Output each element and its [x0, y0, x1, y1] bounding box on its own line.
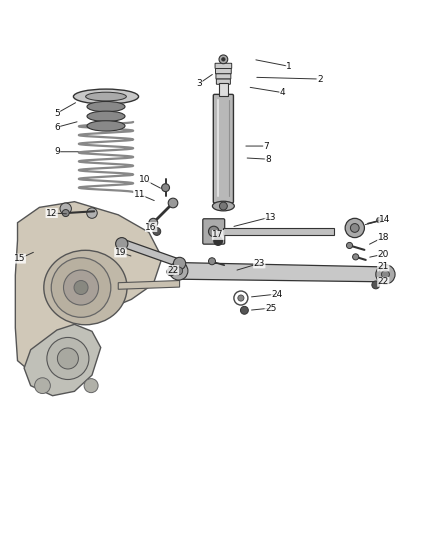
Circle shape: [345, 219, 364, 238]
Circle shape: [219, 202, 227, 210]
Circle shape: [167, 268, 175, 276]
Text: 15: 15: [14, 254, 25, 263]
Text: 18: 18: [378, 232, 389, 241]
Bar: [223, 228, 334, 235]
Circle shape: [62, 209, 69, 216]
Text: 14: 14: [379, 215, 390, 224]
Text: 12: 12: [46, 208, 57, 217]
Text: 19: 19: [115, 248, 126, 257]
Ellipse shape: [87, 101, 125, 112]
Text: 22: 22: [167, 265, 179, 274]
Text: 17: 17: [212, 230, 224, 239]
FancyBboxPatch shape: [215, 69, 231, 74]
Text: 25: 25: [265, 304, 276, 313]
Text: 20: 20: [378, 250, 389, 259]
Circle shape: [84, 378, 98, 393]
Circle shape: [353, 254, 359, 260]
Text: 8: 8: [265, 155, 271, 164]
Polygon shape: [15, 201, 162, 368]
Circle shape: [214, 237, 223, 246]
Polygon shape: [24, 324, 101, 395]
Polygon shape: [122, 240, 182, 266]
Circle shape: [162, 184, 170, 191]
Text: 3: 3: [196, 79, 202, 88]
Bar: [219, 84, 228, 96]
Text: 16: 16: [145, 223, 157, 231]
Circle shape: [173, 257, 186, 270]
Ellipse shape: [74, 89, 138, 104]
Circle shape: [234, 291, 248, 305]
Text: 22: 22: [378, 277, 389, 286]
Text: 5: 5: [54, 109, 60, 118]
Circle shape: [376, 265, 395, 284]
Circle shape: [381, 270, 389, 278]
Circle shape: [51, 258, 111, 317]
Ellipse shape: [44, 251, 127, 325]
Circle shape: [350, 223, 359, 232]
FancyBboxPatch shape: [213, 94, 233, 203]
Circle shape: [47, 337, 89, 379]
Polygon shape: [118, 280, 180, 289]
Circle shape: [208, 226, 219, 237]
FancyBboxPatch shape: [216, 74, 231, 79]
Circle shape: [57, 348, 78, 369]
Text: 11: 11: [134, 190, 145, 199]
Circle shape: [116, 238, 128, 250]
Circle shape: [74, 280, 88, 295]
Circle shape: [346, 243, 353, 248]
Text: 1: 1: [286, 62, 292, 71]
Ellipse shape: [87, 111, 125, 122]
Ellipse shape: [212, 201, 234, 211]
Circle shape: [153, 228, 161, 236]
Circle shape: [219, 55, 228, 64]
Text: 23: 23: [254, 259, 265, 268]
Circle shape: [64, 270, 99, 305]
Text: 4: 4: [280, 88, 285, 97]
Text: 7: 7: [263, 142, 269, 150]
Circle shape: [222, 58, 225, 61]
Circle shape: [208, 258, 215, 265]
Circle shape: [175, 267, 183, 275]
Text: 9: 9: [54, 147, 60, 156]
Polygon shape: [179, 263, 385, 282]
Ellipse shape: [87, 121, 125, 131]
FancyBboxPatch shape: [216, 79, 230, 84]
Circle shape: [238, 295, 244, 301]
Circle shape: [170, 262, 188, 280]
Text: 21: 21: [378, 262, 389, 271]
FancyBboxPatch shape: [203, 219, 225, 244]
Circle shape: [87, 208, 97, 219]
Ellipse shape: [85, 92, 126, 101]
Text: 13: 13: [265, 213, 276, 222]
Circle shape: [60, 203, 71, 214]
Text: 6: 6: [54, 123, 60, 132]
Circle shape: [35, 378, 50, 393]
FancyBboxPatch shape: [215, 63, 232, 69]
Circle shape: [377, 217, 382, 223]
Circle shape: [168, 198, 178, 208]
Circle shape: [240, 306, 248, 314]
Circle shape: [149, 219, 158, 227]
Text: 2: 2: [317, 75, 322, 84]
Circle shape: [372, 281, 380, 289]
Text: 10: 10: [139, 175, 150, 184]
Text: 24: 24: [271, 289, 283, 298]
